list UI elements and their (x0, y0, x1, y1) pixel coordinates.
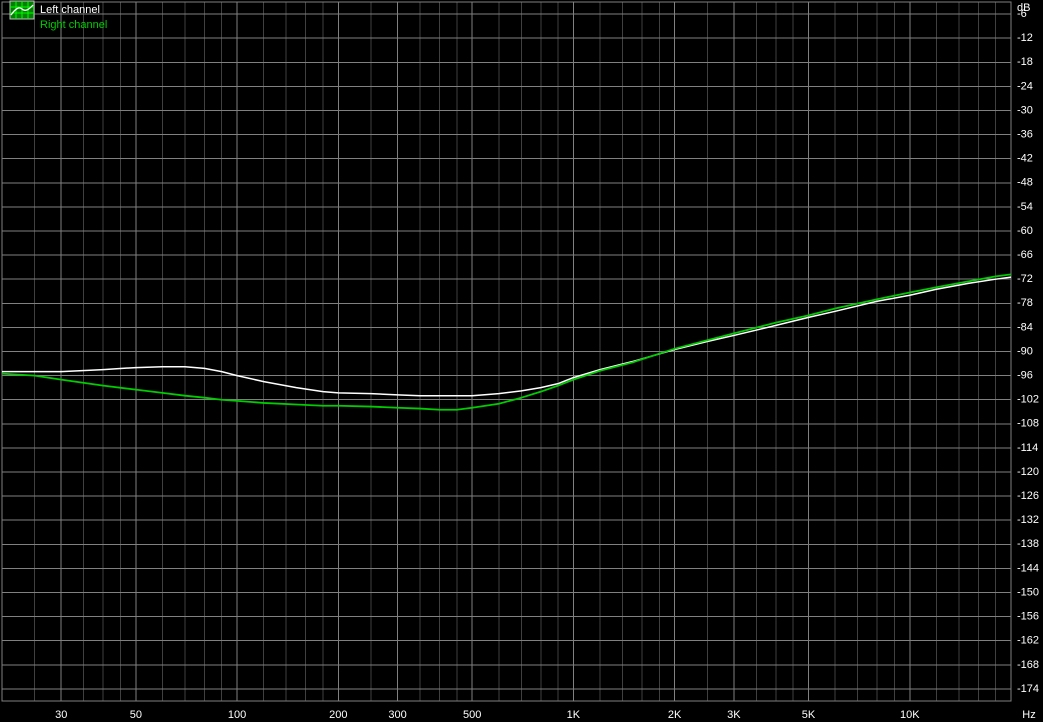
y-tick-label: -114 (1017, 442, 1038, 454)
y-tick-label: -24 (1017, 80, 1033, 92)
y-tick-label: -60 (1017, 225, 1033, 237)
x-tick-label: 10K (900, 709, 920, 721)
y-tick-label: -138 (1017, 538, 1039, 550)
y-tick-label: -150 (1017, 586, 1039, 598)
chart-svg: 30501002003005001K2K3K5K10KHz-6-12-18-24… (0, 0, 1043, 722)
y-tick-label: -48 (1017, 177, 1033, 189)
y-tick-label: -90 (1017, 345, 1033, 357)
y-tick-label: -84 (1017, 321, 1033, 333)
x-tick-label: 2K (668, 709, 682, 721)
y-tick-label: -36 (1017, 128, 1033, 140)
x-tick-label: 500 (463, 709, 481, 721)
y-tick-label: -30 (1017, 104, 1033, 116)
x-tick-label: 200 (329, 709, 347, 721)
y-tick-label: -162 (1017, 635, 1039, 647)
x-tick-label: 50 (130, 709, 142, 721)
y-tick-label: -78 (1017, 297, 1033, 309)
y-tick-label: -108 (1017, 418, 1039, 430)
x-unit-label: Hz (1022, 709, 1035, 721)
x-tick-label: 300 (388, 709, 406, 721)
y-tick-label: -156 (1017, 611, 1039, 623)
x-tick-label: 5K (802, 709, 816, 721)
y-tick-label: -66 (1017, 249, 1033, 261)
y-tick-label: -96 (1017, 370, 1033, 382)
y-tick-label: -72 (1017, 273, 1033, 285)
y-tick-label: -168 (1017, 659, 1039, 671)
x-tick-label: 100 (228, 709, 246, 721)
y-tick-label: -174 (1017, 683, 1039, 695)
y-unit-label: dB (1017, 2, 1030, 14)
y-tick-label: -132 (1017, 514, 1039, 526)
y-tick-label: -42 (1017, 153, 1033, 165)
y-tick-label: -144 (1017, 562, 1039, 574)
y-tick-label: -102 (1017, 394, 1039, 406)
y-tick-label: -120 (1017, 466, 1039, 478)
x-tick-label: 30 (55, 709, 67, 721)
y-tick-label: -18 (1017, 56, 1033, 68)
frequency-response-chart: 30501002003005001K2K3K5K10KHz-6-12-18-24… (0, 0, 1043, 722)
x-tick-label: 3K (727, 709, 741, 721)
y-tick-label: -54 (1017, 201, 1033, 213)
y-tick-label: -12 (1017, 32, 1033, 44)
y-tick-label: -126 (1017, 490, 1039, 502)
x-tick-label: 1K (567, 709, 581, 721)
